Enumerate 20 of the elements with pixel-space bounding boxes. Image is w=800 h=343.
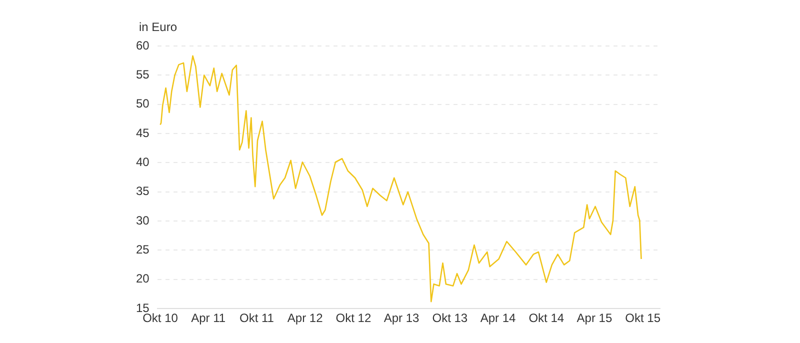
y-tick-label: 55 [136, 67, 150, 82]
y-tick-label: 50 [136, 96, 150, 111]
y-tick-label: 20 [136, 272, 150, 286]
y-tick-label: 30 [136, 213, 150, 228]
x-tick-label: Okt 14 [528, 311, 564, 326]
x-tick-label: Apr 12 [287, 311, 324, 326]
y-axis-title: in Euro [139, 20, 178, 34]
x-tick-label: Okt 13 [432, 311, 468, 326]
y-tick-label: 40 [136, 155, 150, 170]
x-tick-label: Apr 11 [191, 311, 226, 326]
x-tick-label: Okt 12 [336, 311, 372, 326]
x-tick-label: Apr 14 [480, 311, 516, 326]
y-tick-label: 25 [136, 242, 150, 257]
y-tick-label: 45 [136, 126, 150, 140]
y-tick-label: 60 [136, 38, 150, 52]
x-tick-label: Apr 15 [576, 311, 612, 326]
y-tick-label: 35 [136, 184, 150, 198]
x-tick-label: Apr 13 [384, 311, 420, 326]
x-tick-label: Okt 11 [239, 311, 274, 326]
x-tick-label: Okt 15 [625, 311, 661, 326]
